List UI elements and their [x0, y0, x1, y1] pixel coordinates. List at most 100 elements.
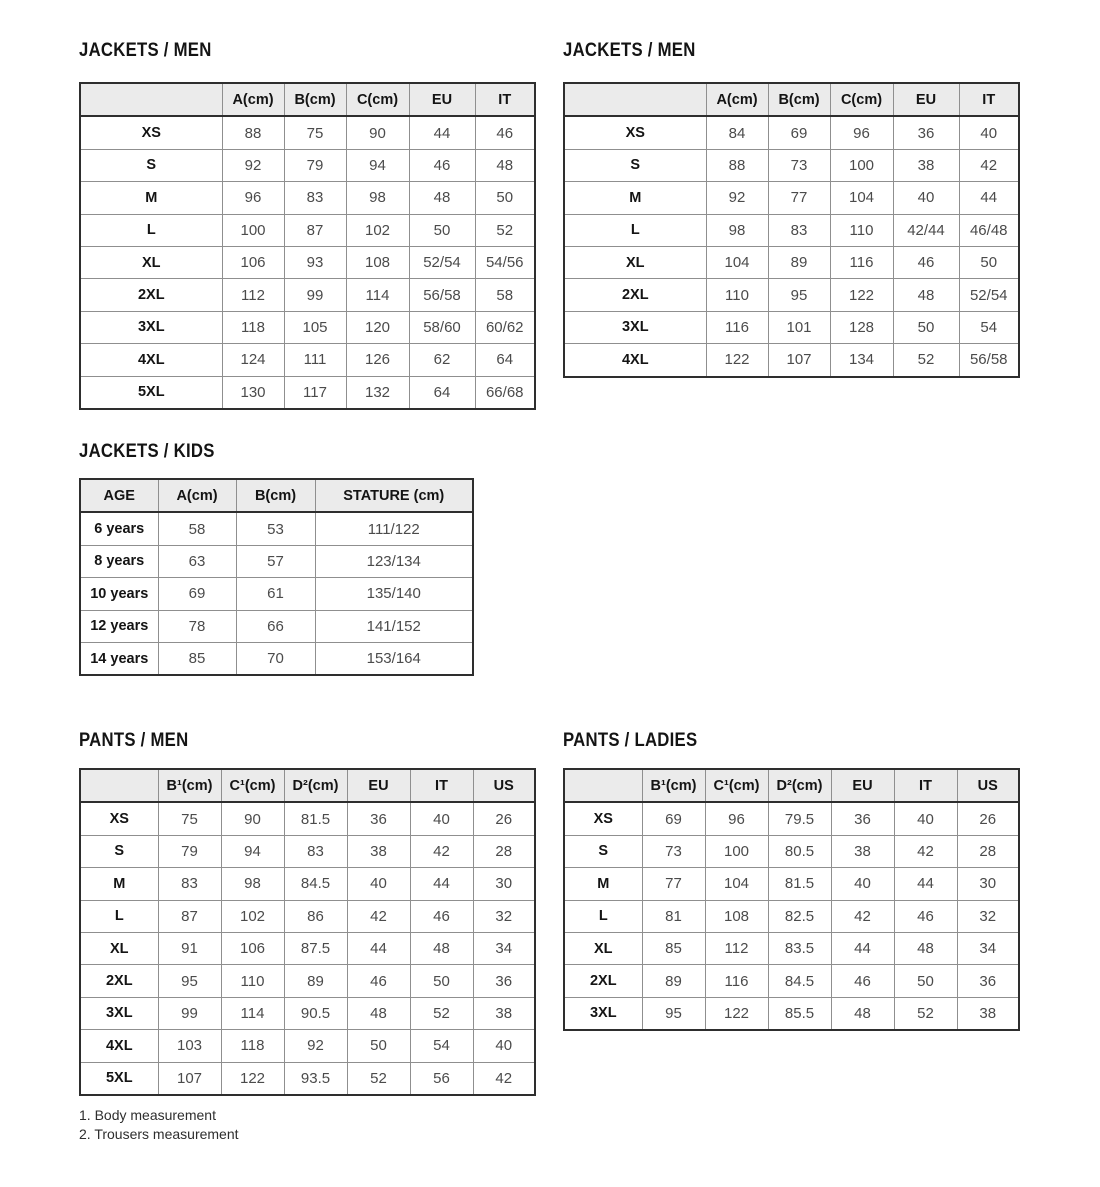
cell-value: 26 [956, 801, 1020, 836]
table-row: 4XL 122 107 134 52 56/58 [563, 343, 1020, 378]
column-header: EU [346, 768, 411, 804]
cell-value: 132 [345, 375, 410, 410]
cell-value: 118 [221, 310, 285, 345]
cell-value: 80.5 [767, 834, 832, 869]
cell-value: 50 [474, 181, 536, 215]
column-header: A(cm) [705, 82, 769, 118]
cell-value: 79 [283, 148, 347, 183]
cell-value: 110 [705, 278, 769, 312]
cell-value: 26 [472, 801, 536, 836]
column-header [79, 768, 159, 804]
column-header: A(cm) [157, 478, 237, 514]
section-title: PANTS / MEN [79, 730, 189, 751]
table-row: 4XL 103 118 92 50 54 40 [79, 1029, 536, 1063]
cell-value: 44 [958, 181, 1020, 215]
cell-value: 54/56 [474, 245, 536, 280]
cell-value: 82.5 [767, 899, 832, 933]
cell-value: 96 [829, 115, 894, 150]
size-table-jackets-kids: AGE A(cm) B(cm) STATURE (cm) 6 years 58 53 111/… [79, 478, 474, 677]
cell-value: 88 [705, 148, 769, 183]
section-title: JACKETS / MEN [563, 40, 696, 61]
cell-value: 42 [409, 834, 474, 869]
table-row: L 87 102 86 42 46 32 [79, 899, 536, 933]
table-row: M 77 104 81.5 40 44 30 [563, 867, 1020, 901]
cell-value: 117 [283, 375, 347, 410]
cell-value: 79 [157, 834, 222, 869]
cell-value: 98 [345, 181, 410, 215]
cell-value: 104 [704, 867, 769, 901]
cell-value: 30 [956, 867, 1020, 901]
cell-value: 56 [409, 1061, 474, 1096]
cell-value: 52/54 [408, 245, 476, 280]
cell-value: 34 [472, 931, 536, 966]
cell-value: 46 [474, 115, 536, 150]
cell-value: 108 [345, 245, 410, 280]
cell-value: 87 [283, 213, 347, 247]
cell-value: 56/58 [408, 278, 476, 312]
column-header [79, 82, 223, 118]
header-row: B¹(cm) C¹(cm) D²(cm) EU IT US [563, 768, 1020, 804]
row-label: 3XL [563, 996, 643, 1031]
row-label: 3XL [563, 310, 707, 345]
cell-value: 83 [157, 867, 222, 901]
table-row: S 79 94 83 38 42 28 [79, 834, 536, 869]
column-header [563, 82, 707, 118]
cell-value: 105 [283, 310, 347, 345]
cell-value: 103 [157, 1029, 222, 1063]
cell-value: 106 [221, 245, 285, 280]
table-row: 3XL 116 101 128 50 54 [563, 310, 1020, 345]
cell-value: 58 [474, 278, 536, 312]
cell-value: 81.5 [767, 867, 832, 901]
cell-value: 96 [221, 181, 285, 215]
cell-value: 40 [472, 1029, 536, 1063]
cell-value: 107 [767, 343, 831, 378]
cell-value: 46 [893, 899, 958, 933]
cell-value: 36 [472, 964, 536, 998]
table-row: 4XL 124 111 126 62 64 [79, 343, 536, 377]
cell-value: 104 [705, 245, 769, 280]
table-row: 2XL 95 110 89 46 50 36 [79, 964, 536, 998]
size-table-pants-ladies: B¹(cm) C¹(cm) D²(cm) EU IT US XS 69 96 79.5 36 40 26… [563, 768, 1020, 1032]
cell-value: 46 [892, 245, 960, 280]
row-label: 8 years [79, 544, 159, 579]
table-row: 8 years 63 57 123/134 [79, 544, 474, 579]
cell-value: 108 [704, 899, 769, 933]
cell-value: 135/140 [314, 577, 474, 611]
column-header: US [956, 768, 1020, 804]
cell-value: 120 [345, 310, 410, 345]
cell-value: 44 [408, 115, 476, 150]
cell-value: 114 [220, 996, 285, 1031]
cell-value: 79.5 [767, 801, 832, 836]
row-label: 4XL [563, 343, 707, 378]
cell-value: 90 [220, 801, 285, 836]
cell-value: 141/152 [314, 609, 474, 643]
cell-value: 100 [221, 213, 285, 247]
row-label: XS [563, 801, 643, 836]
cell-value: 58 [157, 511, 237, 546]
table-row: 3XL 99 114 90.5 48 52 38 [79, 996, 536, 1031]
cell-value: 40 [409, 801, 474, 836]
cell-value: 99 [283, 278, 347, 312]
cell-value: 114 [345, 278, 410, 312]
cell-value: 73 [767, 148, 831, 183]
footnotes: 1. Body measurement 2. Trousers measurem… [79, 1106, 239, 1144]
cell-value: 116 [829, 245, 894, 280]
row-label: 2XL [563, 964, 643, 998]
header-row: A(cm) B(cm) C(cm) EU IT [79, 82, 536, 118]
cell-value: 124 [221, 343, 285, 377]
cell-value: 50 [346, 1029, 411, 1063]
cell-value: 122 [704, 996, 769, 1031]
table-row: L 81 108 82.5 42 46 32 [563, 899, 1020, 933]
row-label: L [563, 899, 643, 933]
cell-value: 50 [408, 213, 476, 247]
cell-value: 42 [830, 899, 895, 933]
cell-value: 81.5 [283, 801, 348, 836]
row-label: M [79, 867, 159, 901]
cell-value: 93 [283, 245, 347, 280]
cell-value: 42/44 [892, 213, 960, 247]
cell-value: 77 [767, 181, 831, 215]
column-header: B¹(cm) [157, 768, 222, 804]
row-label: L [79, 899, 159, 933]
column-header: D²(cm) [283, 768, 348, 804]
row-label: M [79, 181, 223, 215]
